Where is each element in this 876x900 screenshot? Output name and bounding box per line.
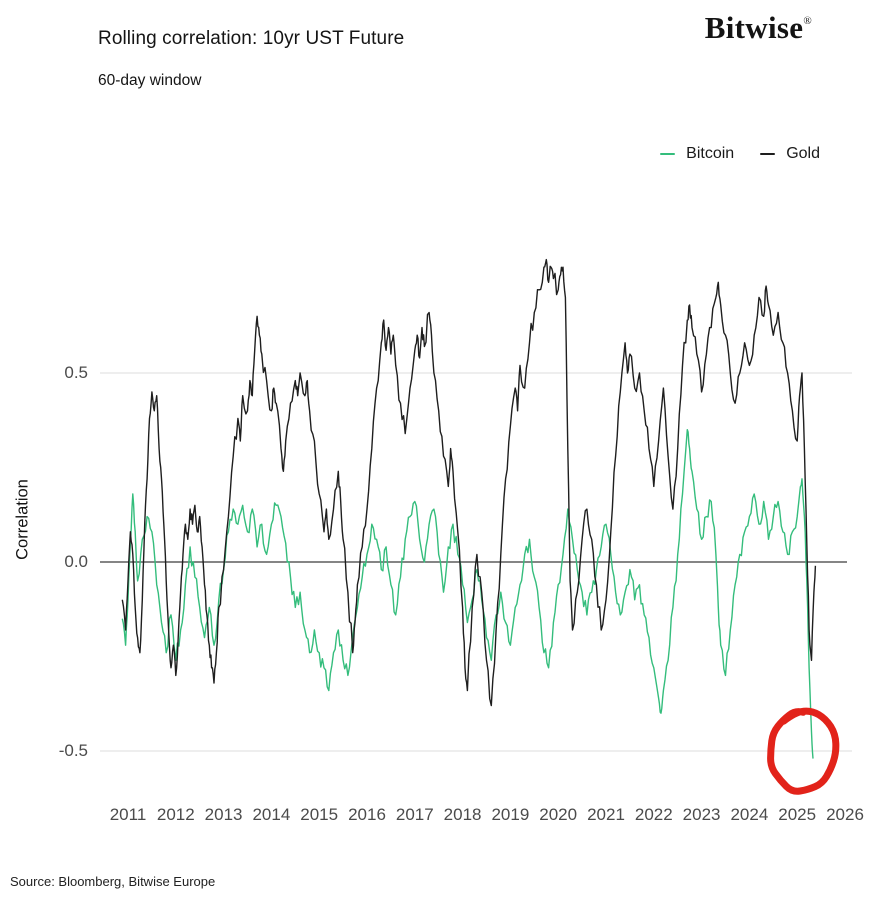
gold-line [121,258,817,707]
x-tick-label: 2021 [587,805,625,824]
x-tick-label: 2013 [204,805,243,824]
bitcoin-line [121,429,814,759]
annotation-circle [767,707,840,795]
x-tick-label: 2015 [300,805,339,824]
x-tick-label: 2026 [826,805,864,824]
legend-dash-icon [760,153,776,155]
registered-trademark-icon: ® [803,15,812,27]
y-tick-label: -0.5 [58,741,88,760]
x-tick-label: 2014 [252,805,291,824]
legend-label: Gold [786,145,820,162]
x-tick-label: 2016 [348,805,386,824]
chart-legend: Bitcoin Gold [660,145,820,163]
page-title: Rolling correlation: 10yr UST Future [98,28,405,49]
legend-item-gold: Gold [760,145,820,163]
x-tick-label: 2025 [778,805,817,824]
bitwise-logo: Bitwise® [705,10,812,46]
legend-dash-icon [660,153,676,155]
y-tick-label: 0.0 [64,552,88,571]
x-tick-label: 2022 [634,805,673,824]
x-tick-label: 2017 [395,805,434,824]
x-tick-label: 2020 [539,805,578,824]
x-tick-label: 2012 [156,805,195,824]
legend-label: Bitcoin [686,145,735,162]
x-tick-label: 2011 [109,805,147,824]
x-tick-label: 2024 [730,805,769,824]
x-tick-label: 2019 [491,805,530,824]
y-tick-label: 0.5 [64,363,88,382]
bitwise-logo-text: Bitwise [704,10,804,45]
page-subtitle: 60-day window [98,72,202,89]
legend-item-bitcoin: Bitcoin [660,145,734,163]
source-text: Source: Bloomberg, Bitwise Europe [10,874,216,889]
x-tick-label: 2018 [443,805,482,824]
x-tick-label: 2023 [682,805,721,824]
